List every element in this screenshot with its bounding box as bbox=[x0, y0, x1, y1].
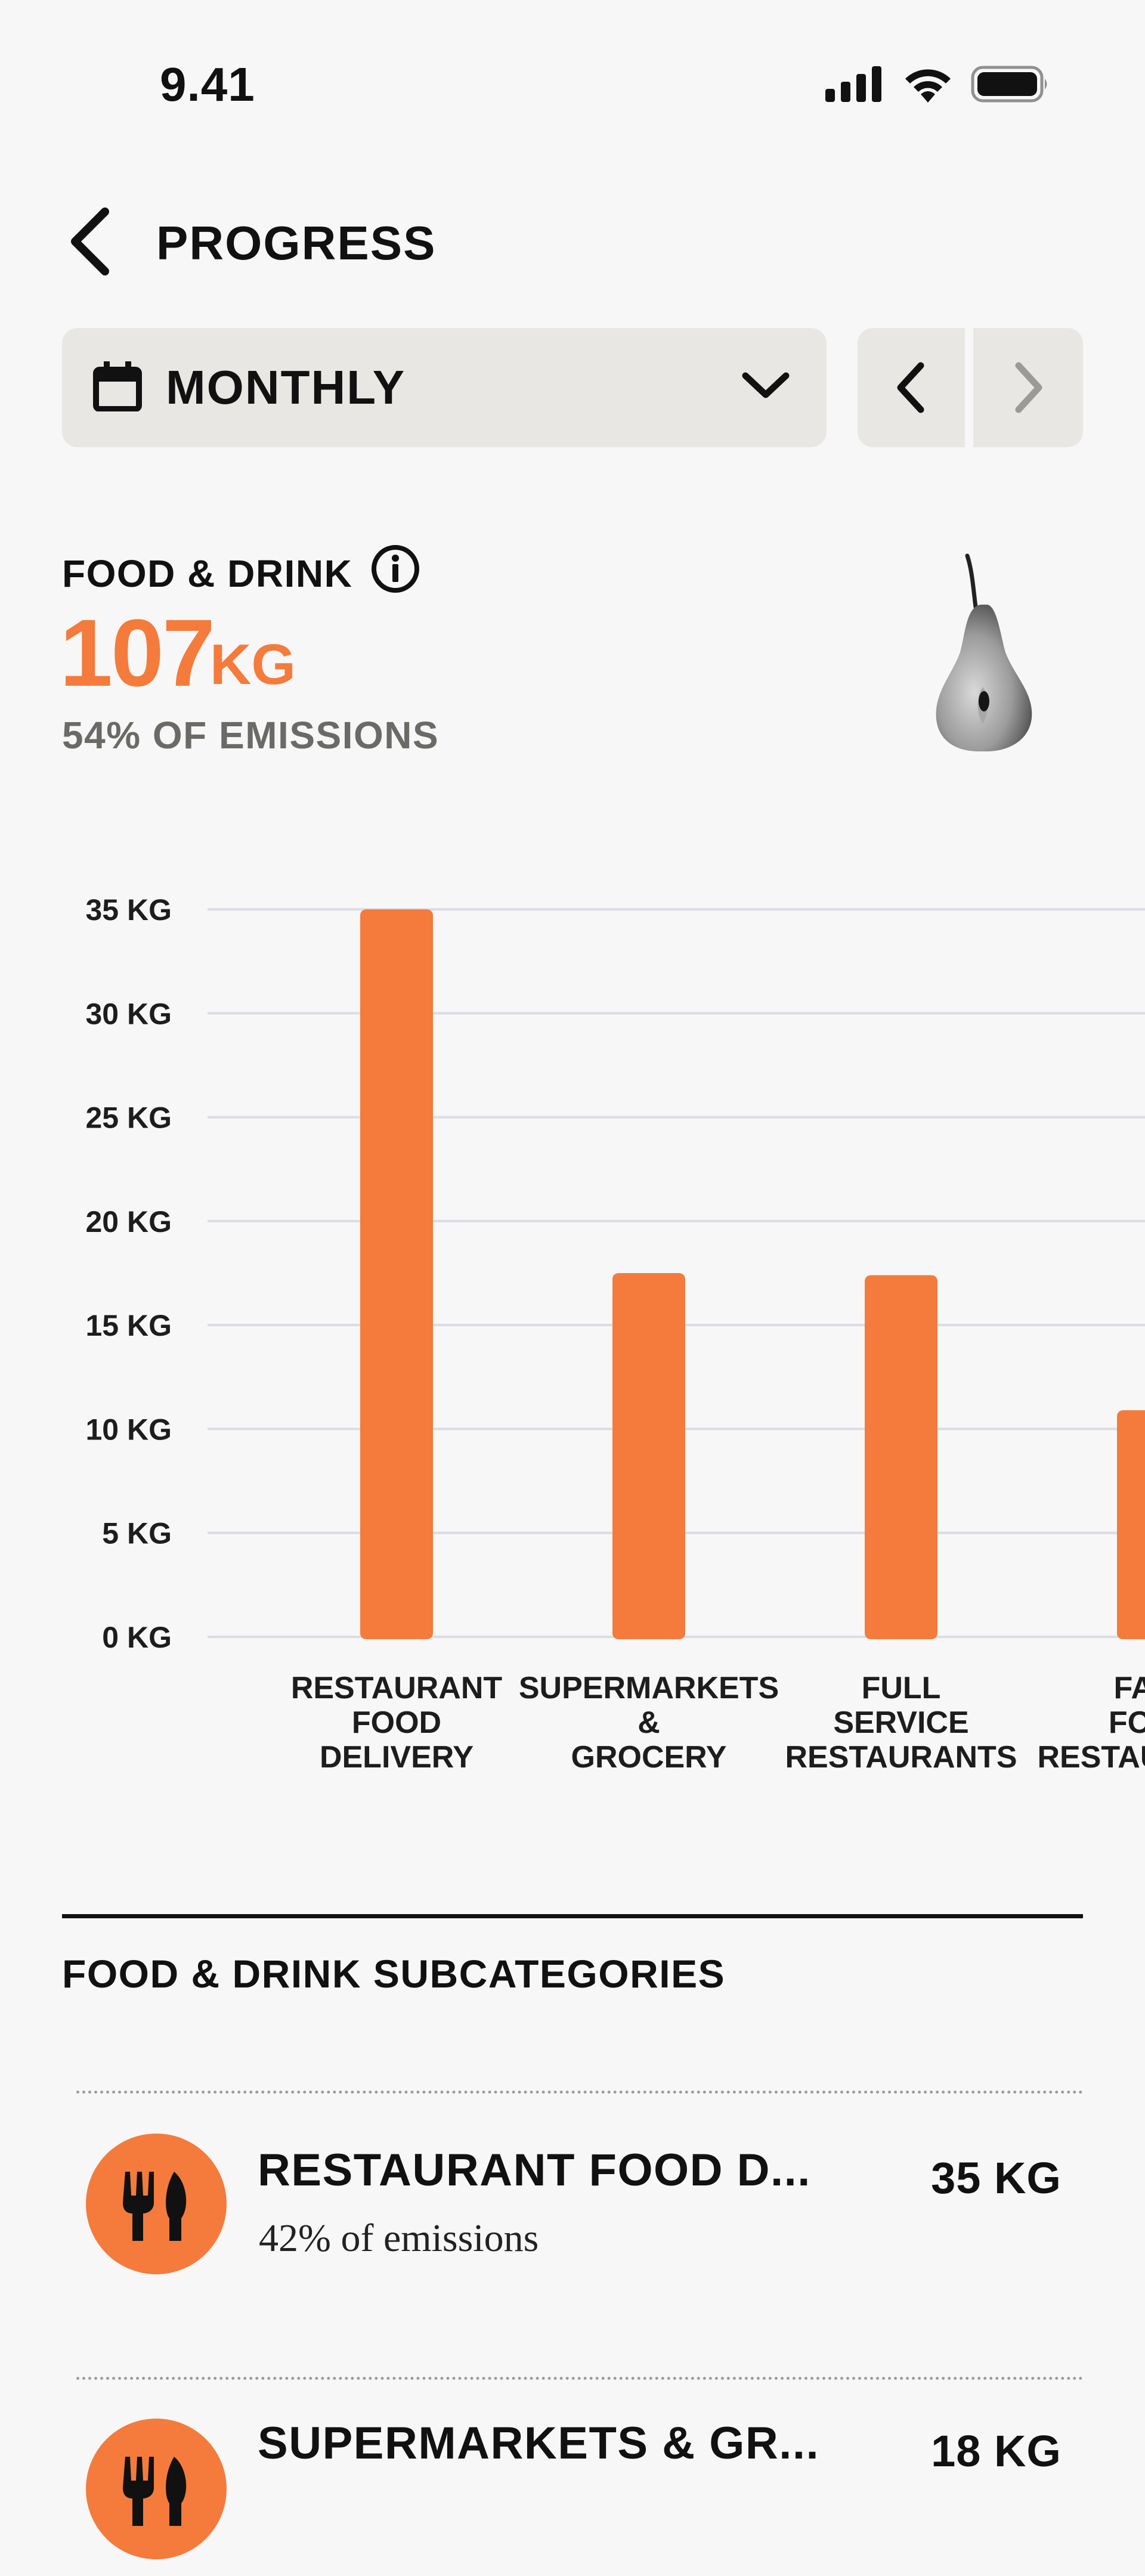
info-icon[interactable] bbox=[370, 544, 420, 603]
y-tick-label: 5 KG bbox=[102, 1517, 172, 1550]
page-title: PROGRESS bbox=[156, 216, 437, 270]
section-divider bbox=[62, 1914, 1083, 1918]
bar bbox=[1117, 1410, 1145, 1639]
x-category-label: FULL SERVICE RESTAURANTS bbox=[785, 1671, 1017, 1775]
subcategory-share: 42% of emissions bbox=[259, 2216, 539, 2260]
next-period-button[interactable] bbox=[973, 328, 1083, 447]
battery-icon bbox=[971, 66, 1047, 103]
subcategory-row[interactable]: RESTAURANT FOOD D... 42% of emissions 35… bbox=[0, 2123, 1145, 2290]
status-icons bbox=[825, 66, 1050, 103]
row-divider bbox=[76, 2091, 1083, 2094]
cellular-signal-icon bbox=[825, 66, 881, 102]
status-time: 9.41 bbox=[160, 58, 255, 111]
subcategory-value: 35 KG bbox=[931, 2153, 1062, 2203]
subcategory-value: 18 KG bbox=[931, 2426, 1062, 2476]
emissions-share: 54% OF EMISSIONS bbox=[62, 714, 440, 757]
subcategory-row[interactable]: SUPERMARKETS & GR... 18 KG bbox=[0, 2409, 1145, 2576]
y-tick-label: 30 KG bbox=[85, 997, 172, 1030]
category-name: FOOD & DRINK bbox=[62, 552, 353, 595]
fork-knife-icon bbox=[86, 2419, 227, 2559]
category-title: FOOD & DRINK bbox=[62, 544, 420, 603]
y-tick-label: 0 KG bbox=[102, 1621, 172, 1654]
period-dropdown[interactable]: MONTHLY bbox=[62, 328, 827, 447]
bar bbox=[612, 1273, 685, 1639]
period-label: MONTHLY bbox=[166, 361, 406, 414]
subcategory-name: RESTAURANT FOOD D... bbox=[258, 2145, 811, 2196]
emissions-bar-chart: 0 KG 5 KG 10 KG 15 KG 20 KG 25 KG 30 KG 35 KG R… bbox=[85, 893, 1145, 1775]
fork-knife-icon bbox=[86, 2134, 227, 2274]
x-category-label: FASTFOODRESTAURANTS bbox=[1037, 1671, 1145, 1775]
y-tick-label: 15 KG bbox=[85, 1309, 172, 1342]
y-tick-label: 35 KG bbox=[85, 893, 172, 927]
chevron-left-icon bbox=[71, 208, 109, 275]
subcategory-name: SUPERMARKETS & GR... bbox=[258, 2418, 820, 2469]
row-divider bbox=[76, 2377, 1083, 2380]
y-tick-label: 20 KG bbox=[85, 1205, 172, 1239]
x-category-label: RESTAURANT FOOD DELIVERY bbox=[291, 1671, 503, 1775]
pear-illustration bbox=[930, 552, 1038, 758]
bar bbox=[865, 1275, 937, 1639]
total-emissions-value: 107 bbox=[60, 599, 215, 706]
x-category-label: SUPERMARKETS & GROCERY bbox=[519, 1671, 779, 1775]
previous-period-button[interactable] bbox=[858, 328, 965, 447]
period-nav bbox=[858, 328, 1083, 447]
chevron-down-icon bbox=[742, 367, 790, 406]
y-tick-label: 25 KG bbox=[85, 1101, 172, 1135]
calendar-icon bbox=[93, 361, 142, 414]
subcategories-heading: FOOD & DRINK SUBCATEGORIES bbox=[62, 1952, 726, 1996]
total-emissions-unit: KG bbox=[210, 633, 296, 696]
chevron-left-icon bbox=[897, 362, 924, 413]
y-tick-label: 10 KG bbox=[85, 1413, 172, 1446]
bar bbox=[360, 909, 433, 1639]
back-button[interactable] bbox=[66, 203, 119, 280]
wifi-icon bbox=[905, 69, 951, 103]
chevron-right-icon bbox=[1015, 362, 1042, 413]
